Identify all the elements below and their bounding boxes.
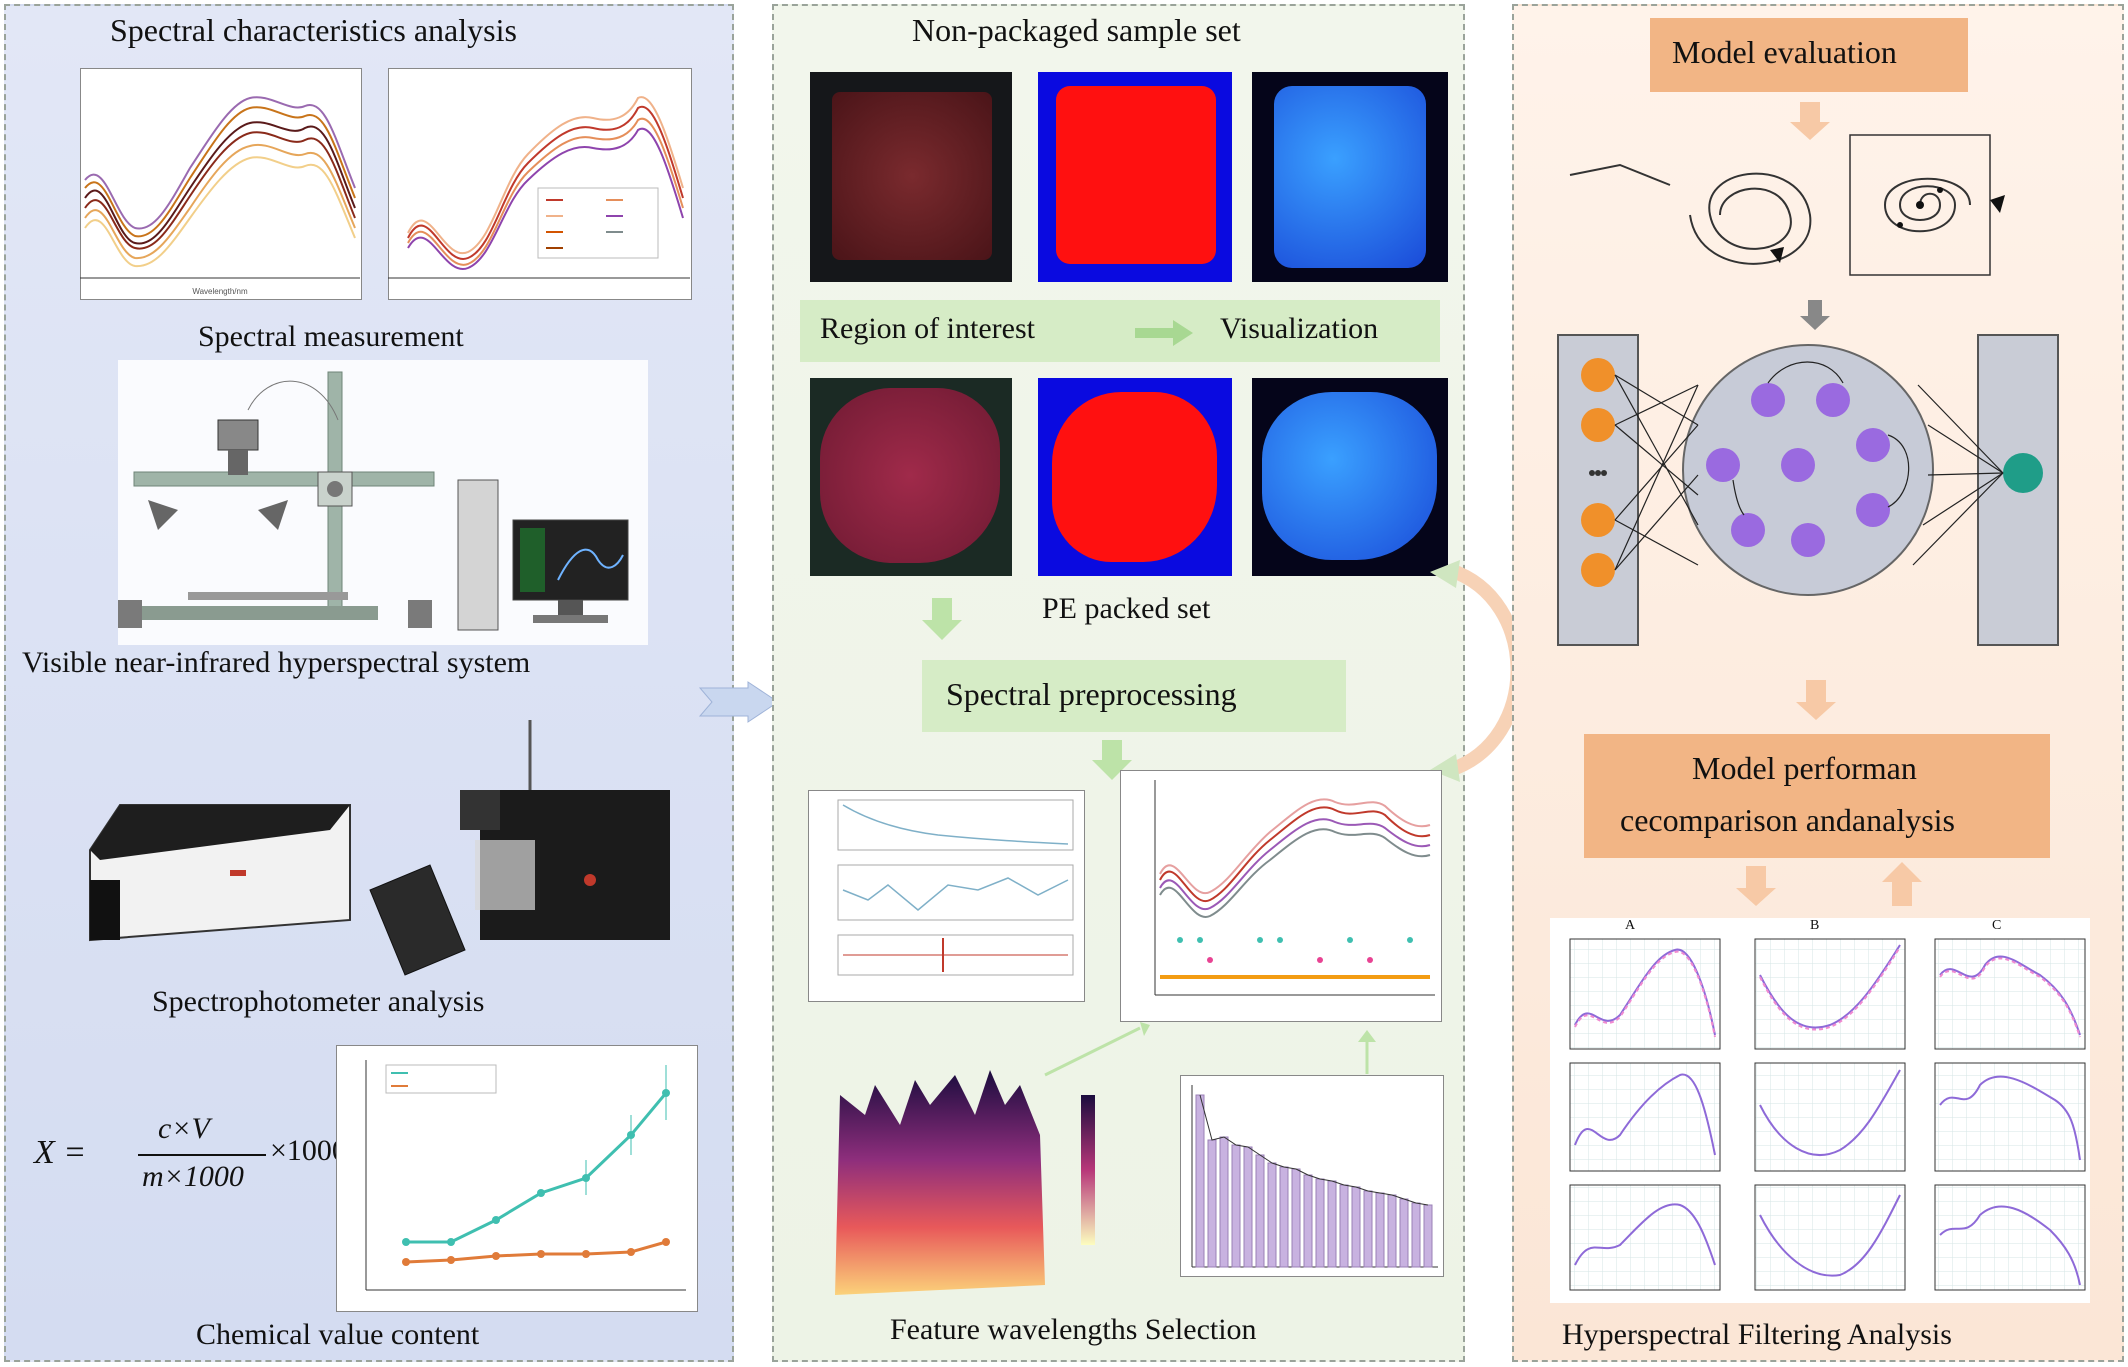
tablet-icon xyxy=(369,864,466,976)
down-arrow-to-preprocessing xyxy=(922,598,962,640)
middle-panel-title: Non-packaged sample set xyxy=(912,12,1241,48)
down-arrow-evaluation xyxy=(1790,102,1830,140)
arrow-bars-to-spectra xyxy=(1358,1030,1376,1074)
formula-numerator: c×V xyxy=(158,1112,210,1145)
spiral-search-illustration xyxy=(1569,134,2005,276)
feature-wavelengths-label: Feature wavelengths Selection xyxy=(890,1313,1257,1346)
feature-spectra-chart xyxy=(1120,770,1442,1022)
svg-text:Wavelength/nm: Wavelength/nm xyxy=(192,287,248,296)
down-arrow-to-esn xyxy=(1800,300,1830,330)
preprocessing-subplot-lines xyxy=(837,799,1074,976)
computer-icon xyxy=(457,479,629,631)
model-performance-line2: cecomparison andanalysis xyxy=(1620,802,1955,838)
down-arrow-to-performance xyxy=(1796,680,1836,720)
roi-label: Region of interest xyxy=(820,312,1035,345)
visualization-label: Visualization xyxy=(1220,312,1379,345)
filtering-subplots xyxy=(1569,938,2086,1291)
pe-image-raw xyxy=(810,378,1012,576)
formula-denominator: m×1000 xyxy=(142,1160,244,1193)
model-evaluation-box xyxy=(1650,18,1968,92)
model-evaluation-label: Model evaluation xyxy=(1672,34,1897,70)
surface-plot xyxy=(835,1070,1095,1295)
reservoir-nodes xyxy=(1706,383,1890,557)
model-performance-box xyxy=(1584,734,2050,858)
formula-fraction-bar xyxy=(138,1154,266,1156)
esn-network xyxy=(1557,334,2059,646)
subplot-letter-c: C xyxy=(1992,918,2002,933)
input-nodes xyxy=(1581,358,1615,587)
subplot-letter-a: A xyxy=(1625,918,1636,933)
spectral-measurement-label: Spectral measurement xyxy=(198,320,464,353)
light-source-icon xyxy=(148,500,288,530)
arrow-left-to-middle xyxy=(698,681,779,723)
formula-lhs: X = xyxy=(34,1134,87,1171)
sample-image-raw xyxy=(810,72,1012,282)
preprocessing-subplots xyxy=(808,790,1085,1002)
arrow-surface-to-spectra xyxy=(1044,1022,1150,1077)
output-node xyxy=(2003,453,2043,493)
roi-visualization-band xyxy=(800,300,1440,362)
pe-image-visualization xyxy=(1252,378,1448,576)
spectrophotometer-illustration xyxy=(89,720,670,976)
hyperspectral-system-illustration xyxy=(118,360,648,645)
left-panel-title: Spectral characteristics analysis xyxy=(110,12,517,48)
hyperspectral-system-label: Visible near-infrared hyperspectral syst… xyxy=(22,646,531,679)
down-arrow-to-filtering xyxy=(1736,866,1776,906)
sample-image-roi xyxy=(1038,72,1232,282)
formula: X = c×V m×1000 ×1000 xyxy=(34,1112,347,1202)
spectral-lines-2 xyxy=(388,96,690,279)
spectral-preprocessing-box xyxy=(922,660,1346,732)
formula-factor: ×1000 xyxy=(270,1134,347,1167)
chemical-value-lines xyxy=(365,1060,686,1291)
spectrophotometer-icon xyxy=(89,804,351,942)
model-performance-line1: Model performan xyxy=(1692,750,1917,786)
bar-chart-bars xyxy=(1191,1085,1438,1268)
spectrophotometer-label: Spectrophotometer analysis xyxy=(152,985,485,1018)
feature-spectra-lines xyxy=(1154,780,1435,996)
roi-to-visualization-arrow xyxy=(1135,320,1193,346)
spectral-lines-1: Wavelength/nm xyxy=(80,96,360,296)
subplot-letter-b: B xyxy=(1810,918,1820,933)
up-arrow-from-filtering xyxy=(1882,862,1922,906)
pe-image-roi xyxy=(1038,378,1232,576)
chemical-value-label: Chemical value content xyxy=(196,1318,480,1351)
pe-packed-label: PE packed set xyxy=(1042,592,1211,625)
filtering-label: Hyperspectral Filtering Analysis xyxy=(1562,1318,1952,1351)
sample-image-visualization xyxy=(1252,72,1448,282)
spectral-preprocessing-label: Spectral preprocessing xyxy=(946,676,1237,712)
camera-icon xyxy=(217,419,259,475)
